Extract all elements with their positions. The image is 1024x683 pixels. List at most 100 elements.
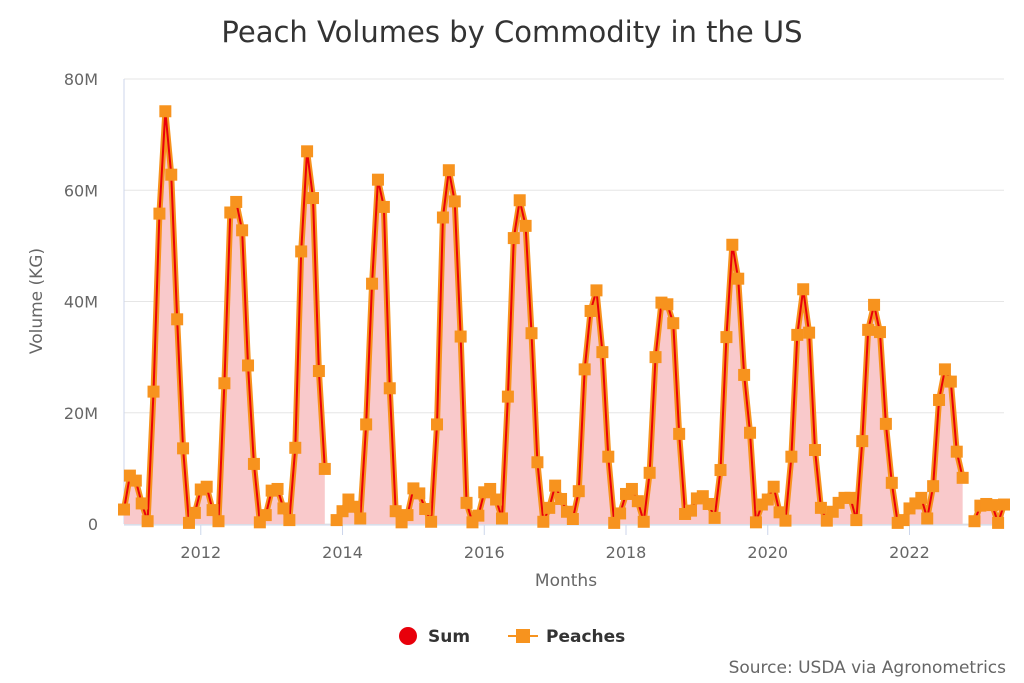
peaches-point	[147, 385, 160, 398]
peaches-point	[312, 365, 325, 378]
peaches-point	[785, 450, 798, 463]
peaches-point	[566, 512, 579, 525]
peaches-point	[572, 485, 585, 498]
peaches-point	[366, 277, 379, 290]
peaches-point	[720, 331, 733, 344]
peaches-point	[596, 346, 609, 359]
y-tick-label: 40M	[64, 293, 98, 312]
peaches-point	[165, 168, 178, 181]
peaches-point	[336, 505, 349, 518]
peaches-point	[921, 512, 934, 525]
peaches-point	[513, 194, 526, 207]
peaches-point	[242, 359, 255, 372]
peaches-point	[236, 224, 249, 237]
peaches-point	[354, 512, 367, 525]
peaches-point	[159, 105, 172, 118]
peaches-point	[271, 482, 284, 495]
peaches-point	[968, 515, 981, 528]
peaches-point	[879, 417, 892, 430]
peaches-point	[171, 313, 184, 326]
y-tick-label: 80M	[64, 70, 98, 89]
peaches-point	[519, 219, 532, 232]
peaches-point	[761, 493, 774, 506]
peaches-point	[501, 390, 514, 403]
peaches-point	[224, 206, 237, 219]
peaches-point	[259, 509, 272, 522]
peaches-point	[472, 509, 485, 522]
peaches-point	[814, 501, 827, 514]
peaches-point	[637, 515, 650, 528]
peaches-point	[779, 514, 792, 527]
credit-text: Source: USDA via Agronometrics	[729, 658, 1007, 678]
peaches-point	[436, 211, 449, 224]
peaches-point	[348, 500, 361, 513]
peaches-point	[738, 368, 751, 381]
peaches-point	[850, 514, 863, 527]
x-axis-title: Months	[535, 571, 597, 591]
legend-item-sum[interactable]: Sum	[399, 627, 470, 647]
peaches-point	[543, 501, 556, 514]
peaches-point	[938, 363, 951, 376]
peaches-point	[708, 511, 721, 524]
peaches-point	[141, 515, 154, 528]
sum-area	[336, 170, 963, 524]
peaches-point	[950, 445, 963, 458]
grid-lines	[123, 78, 1004, 526]
peaches-point	[667, 317, 680, 330]
peaches-point	[247, 457, 260, 470]
peaches-point	[218, 377, 231, 390]
peaches-point	[206, 504, 219, 517]
peaches-point	[371, 173, 384, 186]
peaches-point	[649, 351, 662, 364]
peaches-point	[732, 272, 745, 285]
x-tick-label: 2016	[464, 543, 505, 562]
peaches-point	[153, 207, 166, 220]
peaches-point	[188, 506, 201, 519]
peaches-point	[484, 482, 497, 495]
peaches-point	[631, 495, 644, 508]
x-tick-label: 2012	[180, 543, 221, 562]
plot-area	[118, 105, 1010, 529]
legend-sum-marker	[399, 627, 417, 645]
peaches-point	[643, 466, 656, 479]
peaches-point	[301, 145, 314, 158]
legend-peaches-marker	[516, 629, 530, 643]
peaches-point	[425, 515, 438, 528]
peaches-point	[608, 516, 621, 529]
peaches-point	[118, 503, 130, 516]
peaches-point	[862, 323, 875, 336]
peaches-point	[135, 497, 148, 510]
peaches-point	[844, 491, 857, 504]
peaches-point	[797, 283, 810, 296]
peaches-point	[791, 328, 804, 341]
y-axis-ticks: 0 20M 40M 60M 80M	[64, 70, 98, 534]
peaches-point	[773, 506, 786, 519]
x-tick-label: 2020	[747, 543, 788, 562]
peaches-point	[490, 493, 503, 506]
x-tick-label: 2014	[322, 543, 363, 562]
legend-peaches-label: Peaches	[546, 627, 625, 647]
peaches-point	[661, 298, 674, 311]
peaches-point	[442, 164, 455, 177]
peaches-point	[389, 505, 402, 518]
peaches-point	[507, 232, 520, 245]
peaches-point	[283, 514, 296, 527]
peaches-point	[702, 497, 715, 510]
peaches-point	[401, 509, 414, 522]
peaches-point	[749, 516, 762, 529]
peaches-point	[868, 298, 881, 311]
peaches-point	[956, 471, 969, 484]
peaches-point	[933, 393, 946, 406]
legend-item-peaches[interactable]: Peaches	[508, 627, 625, 647]
y-tick-label: 0	[88, 515, 98, 534]
peaches-point	[714, 464, 727, 477]
peaches-point	[419, 502, 432, 515]
peaches-point	[182, 516, 195, 529]
peaches-point	[625, 482, 638, 495]
peaches-point	[992, 516, 1005, 529]
peaches-point	[495, 512, 508, 525]
peaches-point	[915, 491, 928, 504]
peaches-point	[413, 487, 426, 500]
peaches-point	[927, 480, 940, 493]
